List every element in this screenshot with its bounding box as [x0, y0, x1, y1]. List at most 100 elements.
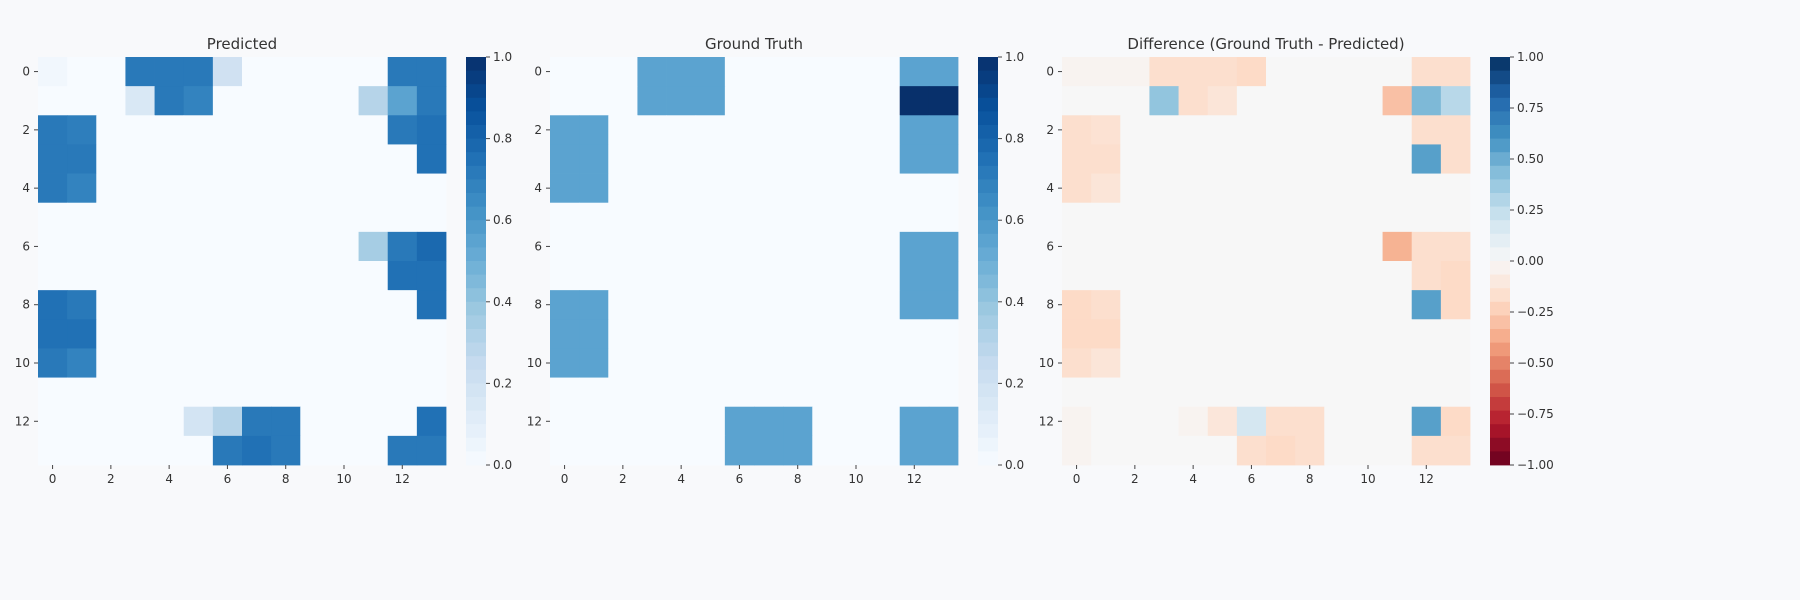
- heatmap-cell: [96, 435, 126, 466]
- heatmap-cell: [1062, 261, 1092, 291]
- x-tick-label: 6: [736, 472, 744, 486]
- heatmap-cell: [271, 115, 301, 145]
- heatmap-cell: [1266, 57, 1296, 87]
- heatmap-cell: [242, 377, 272, 408]
- colorbar-tick-label: 0.8: [493, 132, 512, 146]
- heatmap-cell: [1411, 115, 1442, 145]
- heatmap-cell: [754, 86, 784, 116]
- x-tick-label: 0: [1073, 472, 1081, 486]
- heatmap-cell: [358, 348, 389, 378]
- heatmap-cell: [666, 261, 697, 291]
- colorbar-band: [466, 179, 486, 194]
- heatmap-cell: [38, 144, 68, 174]
- heatmap-cell: [1266, 435, 1296, 466]
- heatmap-cell: [183, 261, 214, 291]
- colorbar-band: [978, 179, 998, 194]
- colorbar-band: [466, 57, 486, 71]
- heatmap-cell: [1411, 377, 1442, 408]
- heatmap-cell: [1091, 115, 1121, 145]
- heatmap-cell: [608, 435, 638, 466]
- heatmap-cell: [1324, 319, 1354, 349]
- heatmap-cell: [841, 202, 871, 233]
- y-tick-label: 10: [527, 356, 542, 370]
- heatmap-cell: [666, 231, 697, 262]
- heatmap-cell: [870, 173, 901, 204]
- heatmap-cell: [1295, 231, 1325, 262]
- colorbar-tick-label: −1.00: [1517, 458, 1554, 472]
- x-tick-label: 10: [1360, 472, 1375, 486]
- heatmap-cell: [183, 57, 214, 87]
- heatmap-cell: [783, 406, 813, 437]
- heatmap-panel-1: Ground Truth 0 2 4 6 8 10 12 0 2 4 6 8 10 12 0.0 0.2 0.4 0…: [527, 35, 1024, 486]
- heatmap-cell: [125, 319, 155, 349]
- heatmap-cell: [1236, 348, 1267, 378]
- heatmap-cell: [329, 115, 359, 145]
- colorbar-tick-label: 0.2: [1005, 376, 1024, 390]
- heatmap-cell: [579, 319, 609, 349]
- heatmap-cell: [637, 435, 667, 466]
- colorbar-band: [1490, 220, 1510, 235]
- heatmap-cell: [1266, 261, 1296, 291]
- heatmap-cell: [783, 173, 813, 204]
- colorbar-tick-label: 0.0: [1005, 458, 1024, 472]
- heatmap-cell: [271, 202, 301, 233]
- heatmap-cell: [358, 86, 389, 116]
- colorbar-band: [978, 220, 998, 235]
- heatmap-cell: [695, 57, 726, 87]
- heatmap-cell: [125, 57, 155, 87]
- colorbar-band: [466, 424, 486, 439]
- heatmap-cell: [1440, 115, 1471, 145]
- heatmap-cell: [242, 348, 272, 378]
- colorbar-tick-label: 1.0: [1005, 50, 1024, 64]
- heatmap-cell: [358, 435, 389, 466]
- heatmap-cell: [183, 173, 214, 204]
- colorbar-band: [978, 165, 998, 180]
- heatmap-cell: [1178, 290, 1209, 320]
- heatmap-cell: [1266, 202, 1296, 233]
- heatmap-cell: [154, 202, 185, 233]
- heatmap-cell: [242, 202, 272, 233]
- heatmap-cell: [870, 86, 901, 116]
- heatmap-cell: [1236, 144, 1267, 174]
- colorbar-band: [466, 288, 486, 303]
- colorbar-band: [1490, 383, 1510, 398]
- colorbar-band: [1490, 437, 1510, 452]
- heatmap-cell: [96, 348, 126, 378]
- heatmap-cell: [387, 86, 418, 116]
- heatmap-cell: [154, 435, 185, 466]
- heatmap-cell: [608, 202, 638, 233]
- heatmap-cell: [724, 231, 755, 262]
- colorbar-band: [978, 138, 998, 153]
- heatmap-cell: [1207, 261, 1238, 291]
- heatmap-cell: [870, 348, 901, 378]
- colorbar-band: [466, 193, 486, 207]
- heatmap-cell: [1236, 319, 1267, 349]
- heatmap-cell: [1207, 377, 1238, 408]
- heatmap-cell: [783, 57, 813, 87]
- heatmap-cell: [1120, 261, 1150, 291]
- heatmap-cell: [154, 115, 185, 145]
- colorbar-band: [978, 193, 998, 207]
- heatmap-cell: [38, 173, 68, 204]
- heatmap-cell: [899, 173, 930, 204]
- heatmap-cell: [899, 261, 930, 291]
- colorbar-band: [978, 356, 998, 371]
- heatmap-cell: [608, 290, 638, 320]
- heatmap-cell: [666, 290, 697, 320]
- heatmap-cell: [1324, 144, 1354, 174]
- heatmap-cell: [212, 115, 243, 145]
- heatmap-cell: [724, 435, 755, 466]
- heatmap-cell: [271, 261, 301, 291]
- heatmap-cell: [242, 144, 272, 174]
- y-tick-label: 6: [534, 239, 542, 253]
- heatmap-cell: [1120, 202, 1150, 233]
- heatmap-cell: [1295, 202, 1325, 233]
- heatmap-cell: [1091, 348, 1121, 378]
- heatmap-cell: [212, 231, 243, 262]
- colorbar-band: [1490, 329, 1510, 343]
- heatmap-cell: [695, 173, 726, 204]
- heatmap-cell: [96, 406, 126, 437]
- heatmap-cell: [550, 290, 580, 320]
- heatmap-cell: [183, 348, 214, 378]
- heatmap-cell: [1440, 261, 1471, 291]
